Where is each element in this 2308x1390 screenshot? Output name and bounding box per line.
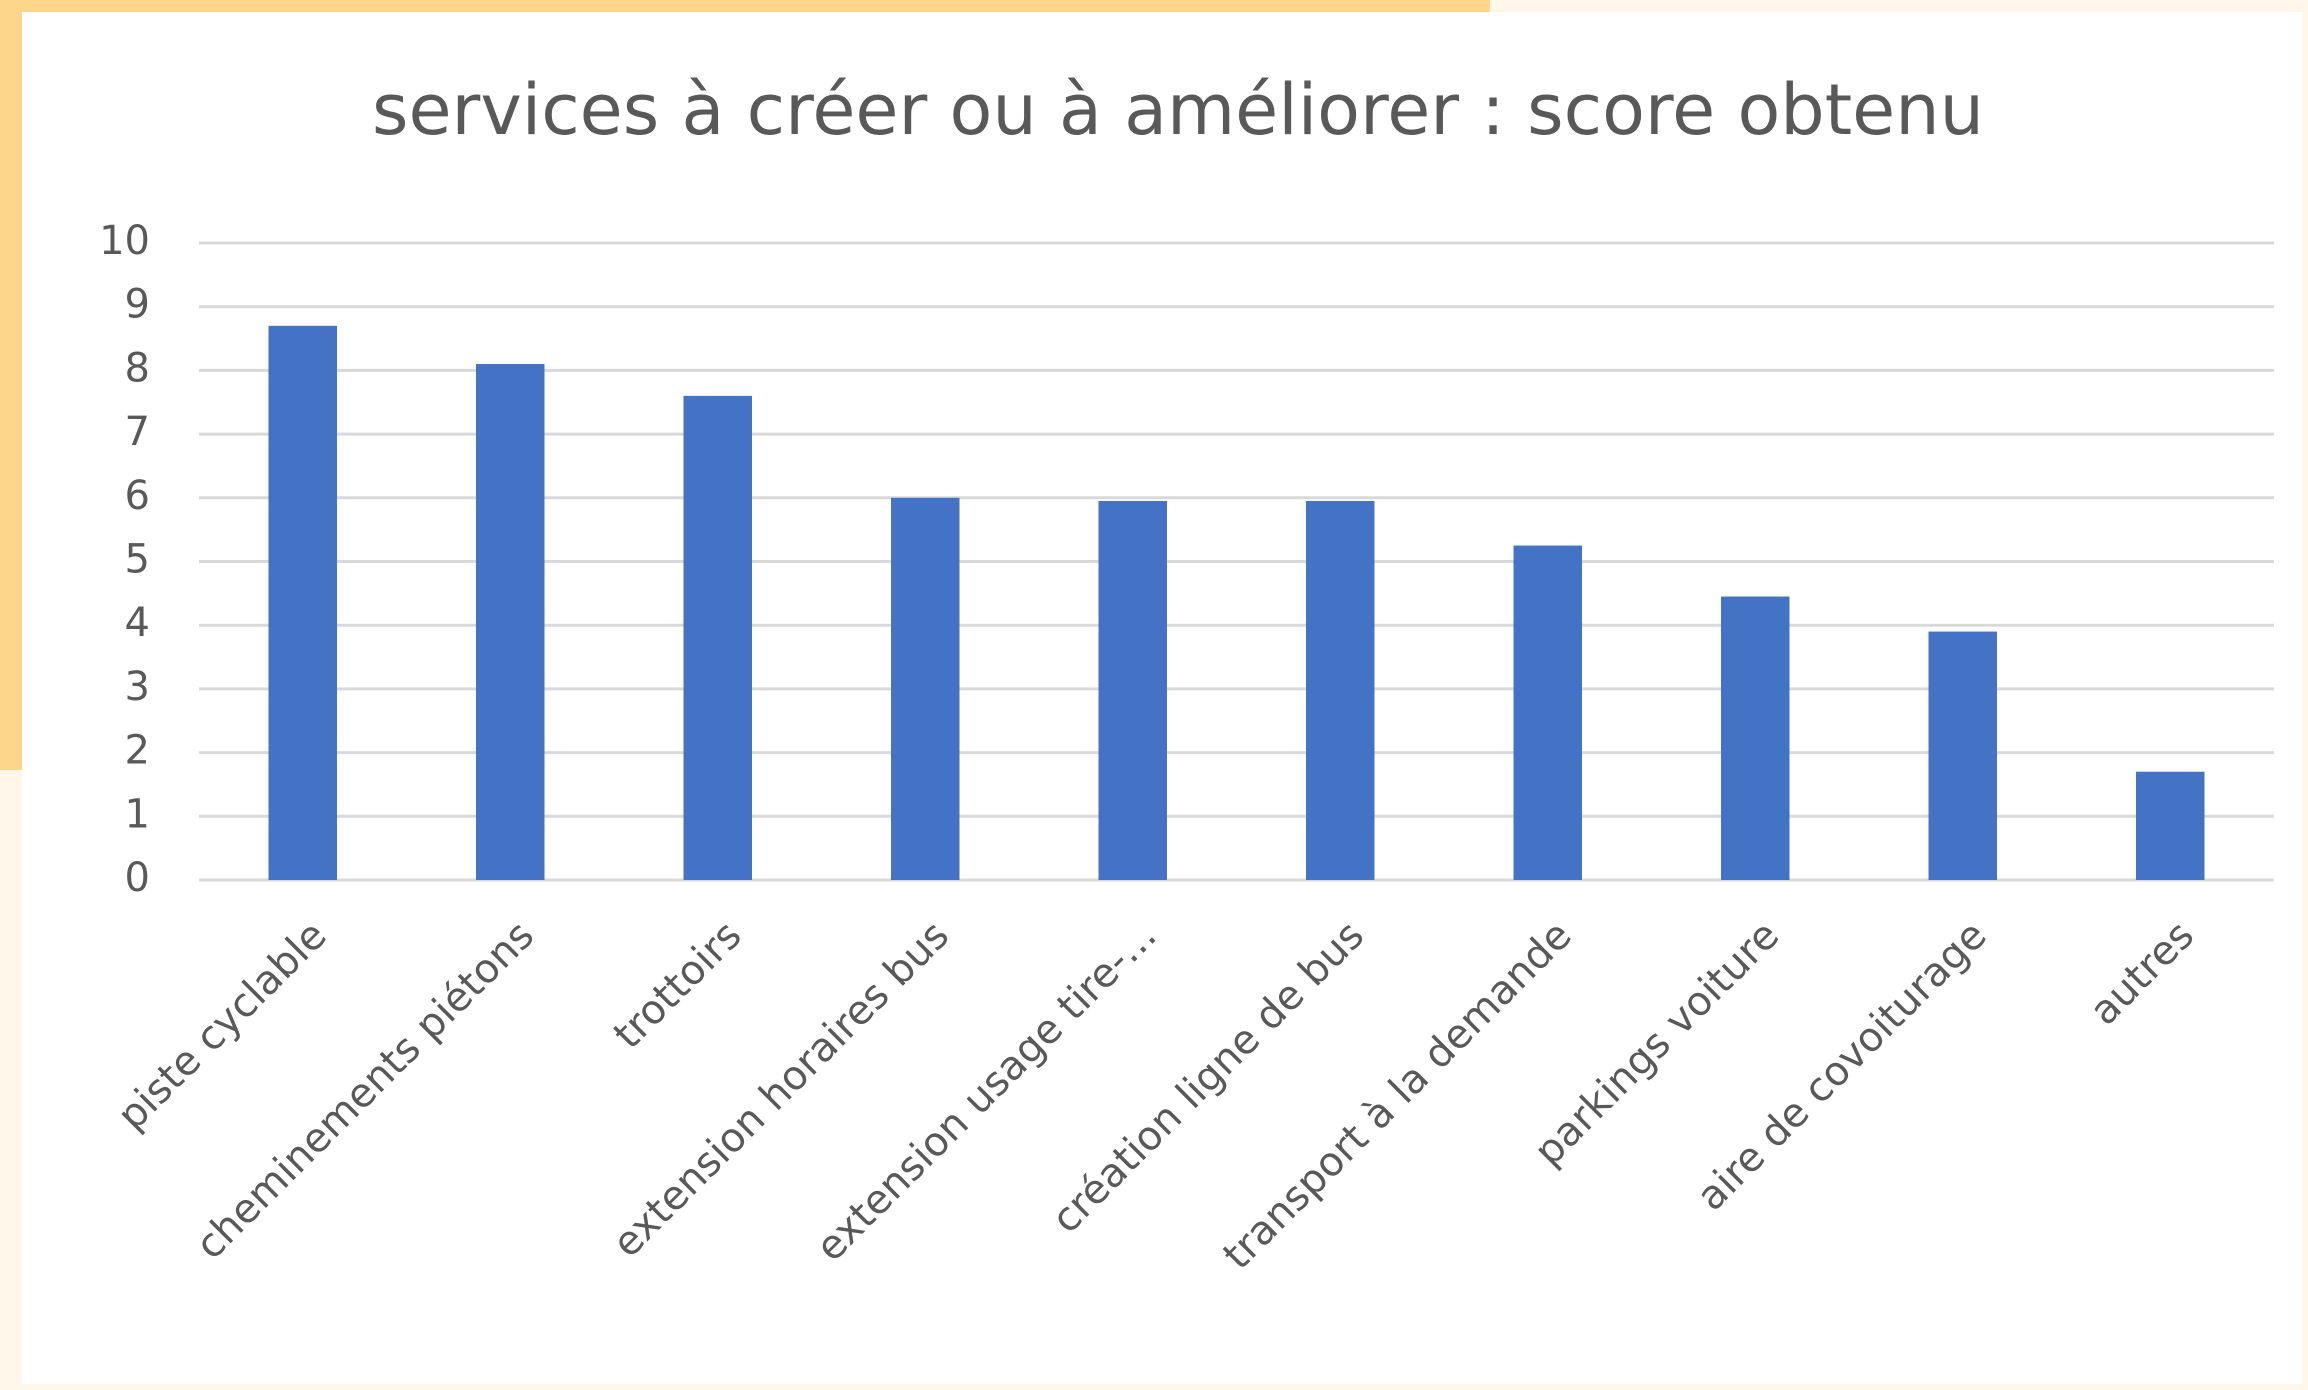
y-tick-label: 4 bbox=[125, 600, 150, 646]
chart-title: services à créer ou à améliorer : score … bbox=[372, 69, 1984, 151]
y-tick-label: 9 bbox=[125, 282, 150, 328]
frame-left bbox=[0, 0, 22, 770]
bar bbox=[2136, 771, 2205, 880]
y-tick-label: 5 bbox=[125, 537, 150, 583]
bar bbox=[683, 395, 752, 880]
y-tick-label: 6 bbox=[125, 473, 150, 519]
y-tick-label: 8 bbox=[125, 345, 150, 391]
bar bbox=[891, 497, 960, 880]
y-tick-label: 1 bbox=[125, 791, 150, 837]
bar bbox=[476, 364, 545, 880]
frame-top bbox=[0, 0, 1490, 12]
bar bbox=[1721, 596, 1790, 880]
y-tick-label: 0 bbox=[125, 855, 150, 901]
y-tick-label: 10 bbox=[99, 218, 150, 264]
y-tick-label: 7 bbox=[125, 409, 150, 455]
bar bbox=[1928, 631, 1997, 880]
bar bbox=[268, 325, 337, 880]
bar bbox=[1098, 500, 1167, 880]
y-tick-label: 3 bbox=[125, 664, 150, 710]
bar bbox=[1513, 545, 1582, 880]
y-tick-label: 2 bbox=[125, 728, 150, 774]
bar bbox=[1306, 500, 1375, 880]
